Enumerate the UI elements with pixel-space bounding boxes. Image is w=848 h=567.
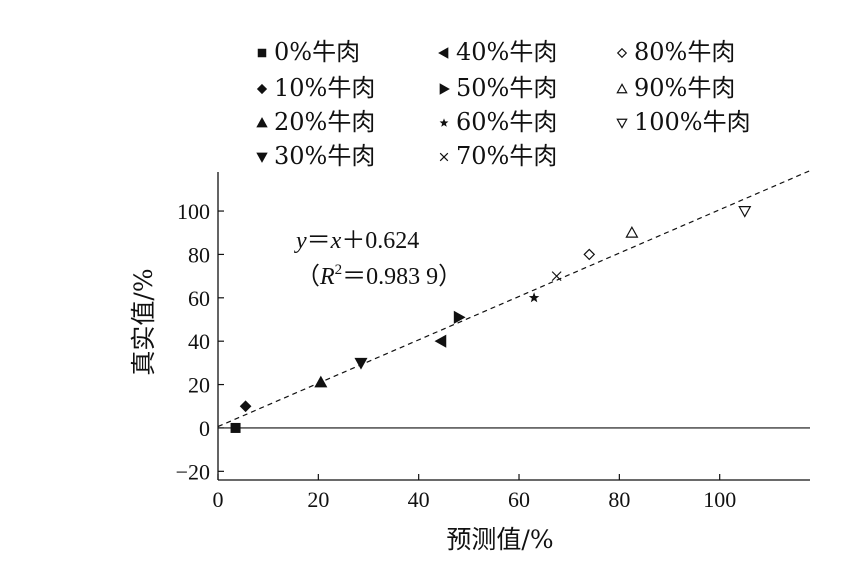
eq-y: y <box>294 228 307 254</box>
legend-label-3: 30%牛肉 <box>274 142 375 170</box>
legend-item-6: 60%牛肉 <box>439 108 557 136</box>
data-point-9-0 <box>625 225 639 238</box>
data-point-4-0 <box>434 334 447 348</box>
y-tick-label-3: 40 <box>188 329 210 354</box>
y-tick-label-1: 0 <box>199 416 210 441</box>
legend-item-10: 100%牛肉 <box>616 108 751 136</box>
y-tick-label-0: −20 <box>176 459 210 484</box>
r2-open-paren: （ <box>296 264 320 290</box>
data-point-3-0 <box>354 357 368 370</box>
fit-line-path <box>218 170 814 428</box>
legend-marker-7 <box>439 152 449 162</box>
fit-line <box>218 170 814 428</box>
legend-label-9: 90%牛肉 <box>634 74 735 102</box>
legend-item-4: 40%牛肉 <box>438 38 557 66</box>
legend-marker-3 <box>256 152 268 163</box>
data-point-5-0 <box>453 310 466 324</box>
fit-r-squared: （R2＝0.983 9） <box>296 262 462 290</box>
x-tick-label-3: 60 <box>508 487 530 512</box>
eq-x: x <box>330 228 342 254</box>
legend-marker-0 <box>257 48 267 58</box>
data-point-6-0 <box>528 292 540 303</box>
legend-item-3: 30%牛肉 <box>256 142 375 170</box>
x-tick-label-1: 20 <box>307 487 329 512</box>
legend-label-4: 40%牛肉 <box>456 38 557 66</box>
legend-item-2: 20%牛肉 <box>256 108 375 136</box>
x-axis-title: 预测值/% <box>446 525 553 554</box>
r2-value: ＝0.983 9） <box>342 264 462 290</box>
legend-marker-8 <box>616 47 628 59</box>
legend-item-8: 80%牛肉 <box>616 38 735 66</box>
data-point-1-0 <box>239 400 252 413</box>
x-tick-label-2: 40 <box>408 487 430 512</box>
axes <box>217 172 810 481</box>
legend-item-5: 50%牛肉 <box>439 74 557 102</box>
legend-marker-10 <box>616 118 628 129</box>
x-tick-labels: 0 20 40 60 80 100 <box>213 487 737 512</box>
legend-item-7: 70%牛肉 <box>439 142 557 170</box>
y-tick-label-6: 100 <box>177 199 210 224</box>
eq-intercept: ＋0.624 <box>341 228 419 254</box>
r2-r: R <box>319 264 335 290</box>
y-tick-labels: −20 0 20 40 60 80 100 <box>176 199 210 484</box>
y-tick-label-4: 60 <box>188 286 210 311</box>
data-point-7-0 <box>551 271 562 282</box>
r2-sup: 2 <box>335 262 343 278</box>
y-tick-label-2: 20 <box>188 373 210 398</box>
data-points <box>230 206 752 433</box>
legend-label-10: 100%牛肉 <box>634 108 751 136</box>
legend-label-0: 0%牛肉 <box>274 38 360 66</box>
y-axis-title: 真实值/% <box>129 268 158 375</box>
data-point-0-0 <box>230 422 241 433</box>
legend-marker-2 <box>256 117 268 128</box>
x-tick-label-0: 0 <box>213 487 224 512</box>
data-point-2-0 <box>314 375 328 388</box>
data-point-8-0 <box>583 248 596 261</box>
legend-item-0: 0%牛肉 <box>257 38 360 66</box>
y-tick-label-5: 80 <box>188 242 210 267</box>
legend-label-5: 50%牛肉 <box>456 74 557 102</box>
x-tick-label-5: 100 <box>703 487 736 512</box>
legend-label-2: 20%牛肉 <box>274 108 375 136</box>
legend-marker-4 <box>438 47 449 59</box>
legend-label-6: 60%牛肉 <box>456 108 557 136</box>
data-point-10-0 <box>738 206 752 218</box>
legend-marker-6 <box>439 118 449 127</box>
legend-marker-1 <box>256 83 268 95</box>
legend: 0%牛肉 10%牛肉 20%牛肉 30%牛肉 40%牛肉 50%牛肉 60%牛肉 70%牛肉 8… <box>256 38 751 170</box>
legend-item-1: 10%牛肉 <box>256 74 375 102</box>
legend-marker-9 <box>616 83 628 94</box>
legend-marker-5 <box>439 83 450 95</box>
x-tick-label-4: 80 <box>608 487 630 512</box>
legend-label-1: 10%牛肉 <box>274 74 375 102</box>
eq-equals: ＝ <box>307 228 331 254</box>
legend-label-8: 80%牛肉 <box>634 38 735 66</box>
fit-equation: y＝x＋0.624 <box>294 228 419 254</box>
legend-label-7: 70%牛肉 <box>456 142 557 170</box>
legend-item-9: 90%牛肉 <box>616 74 735 102</box>
